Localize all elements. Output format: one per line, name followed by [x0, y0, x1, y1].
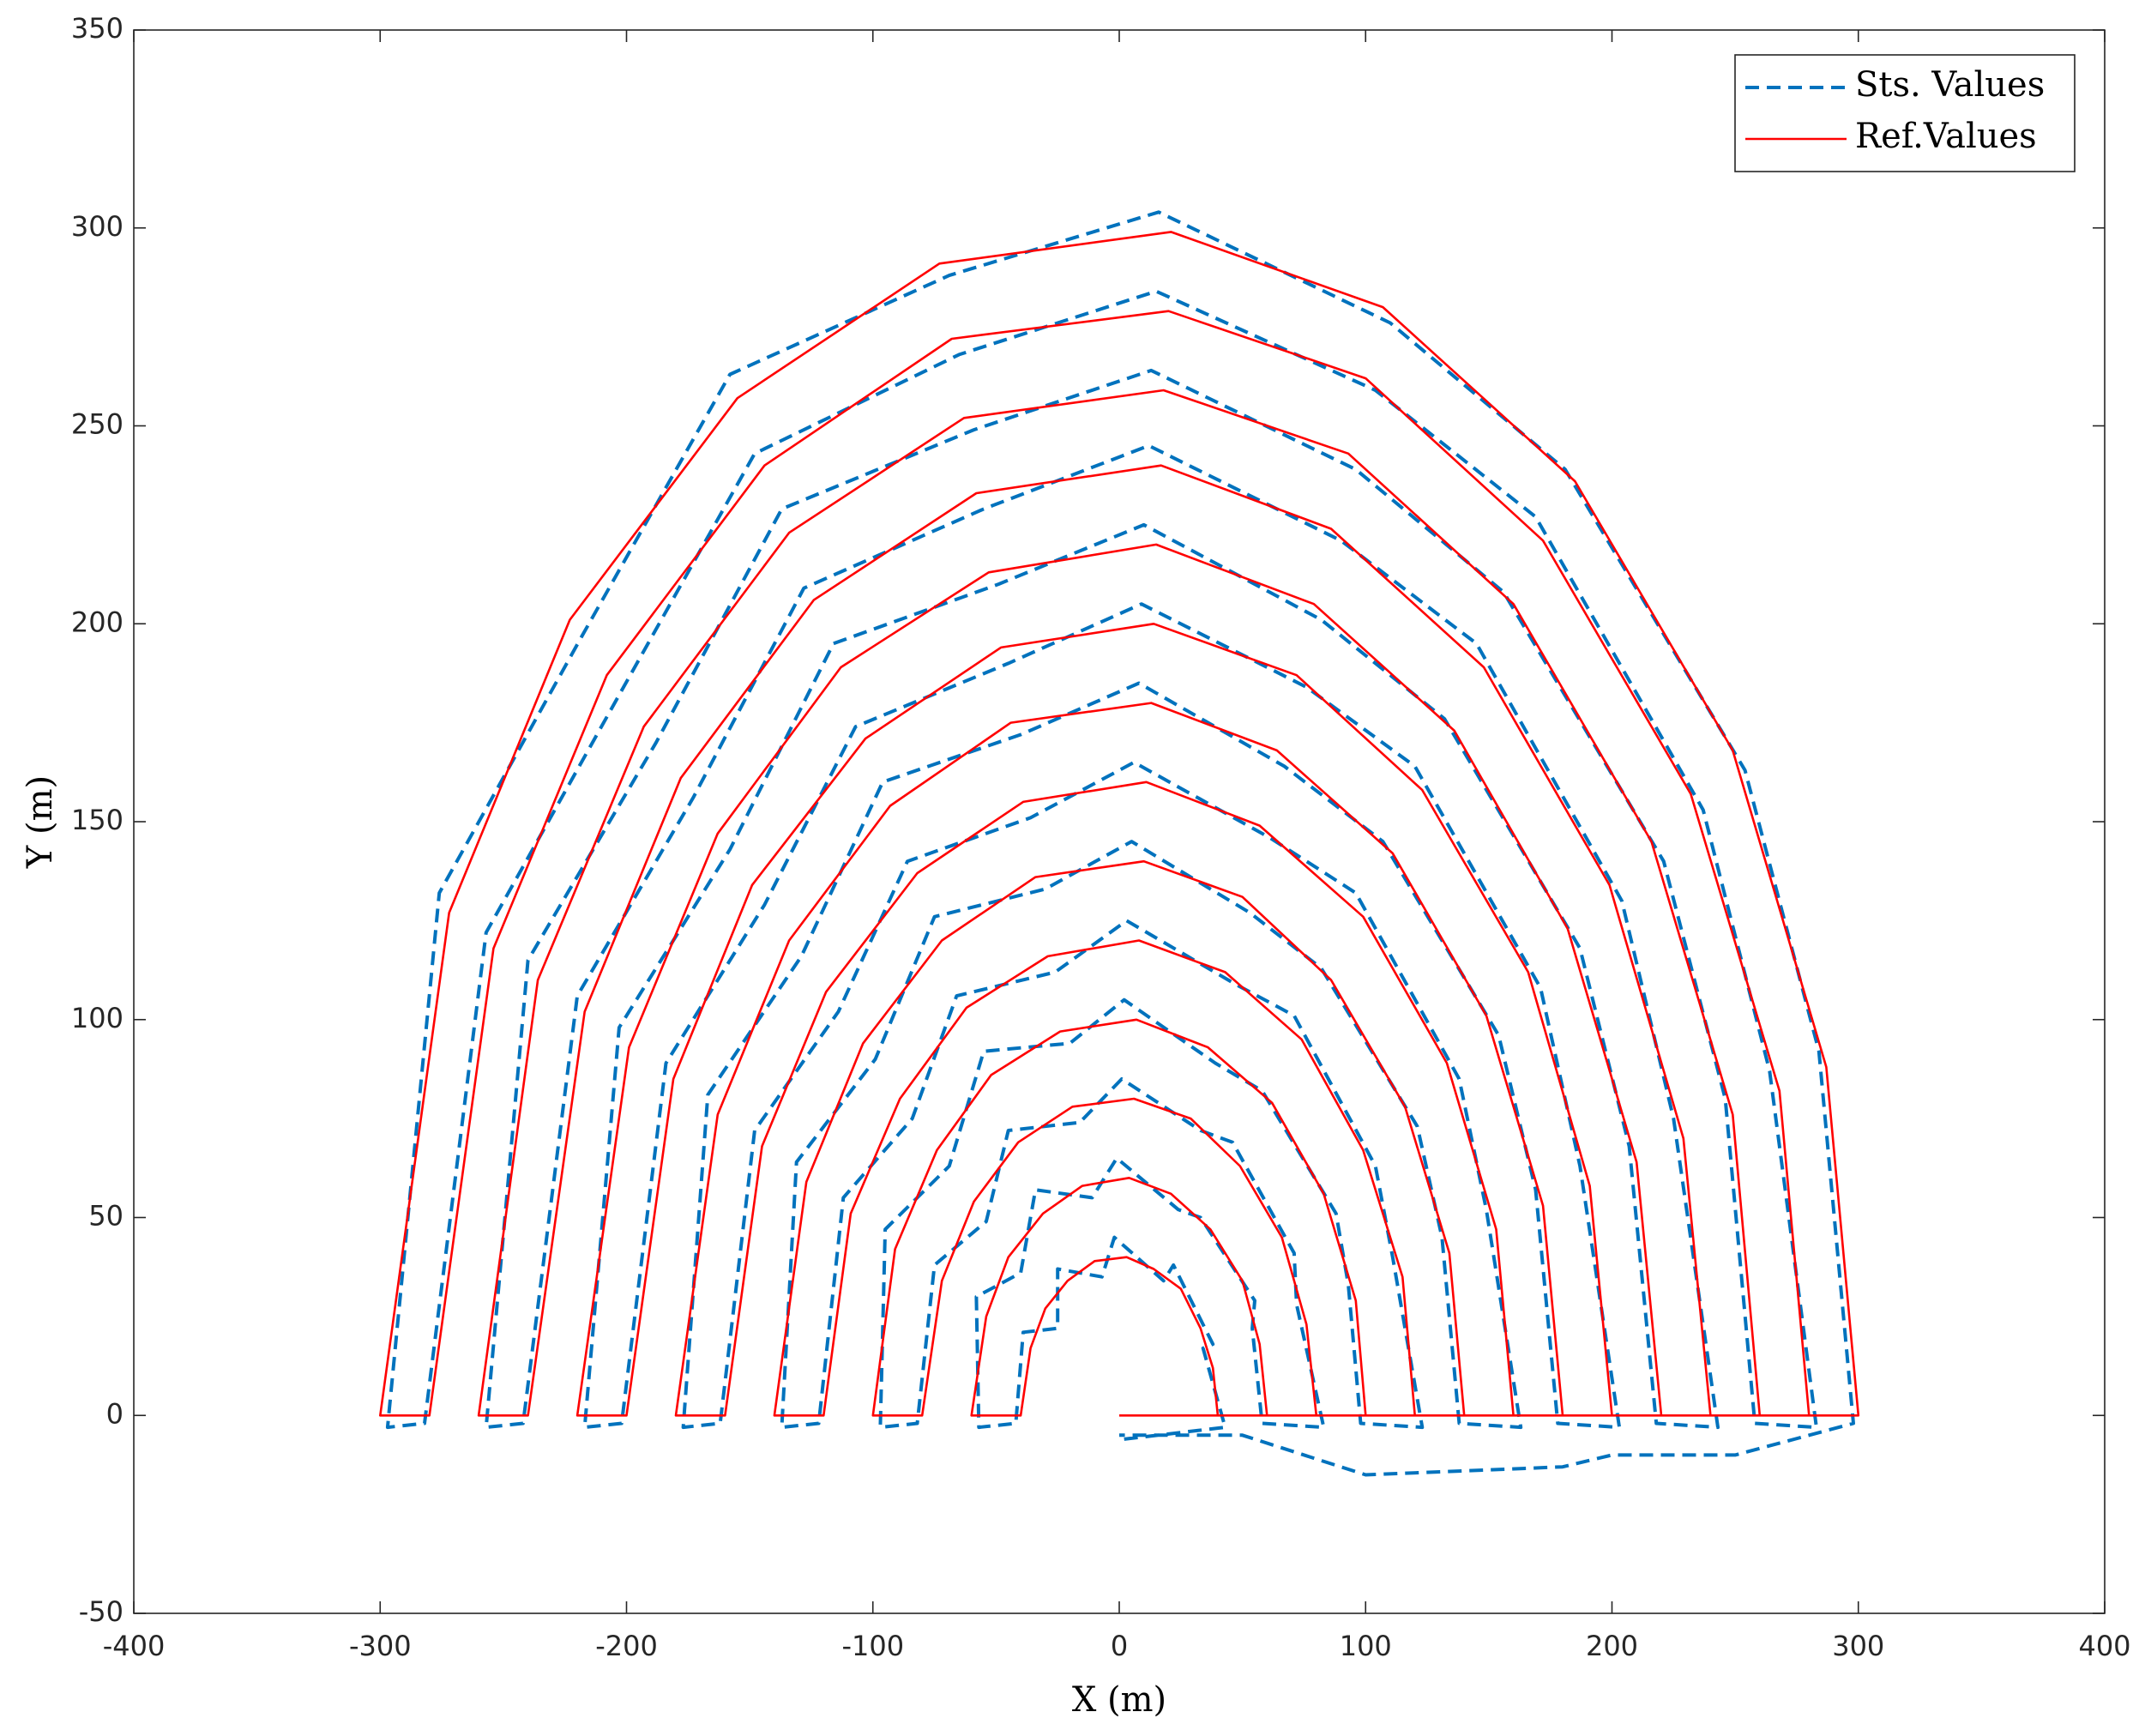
y-tick-label: 250 — [71, 408, 124, 441]
y-axis-label: Y (m) — [21, 775, 60, 869]
axes-box — [133, 29, 2106, 1614]
legend: Sts. Values Ref.Values — [1734, 54, 2076, 172]
y-tick-label: 200 — [71, 606, 124, 638]
y-tick-label: 50 — [88, 1200, 124, 1233]
y-tick-label: 100 — [71, 1002, 124, 1034]
legend-box — [1734, 54, 2076, 172]
x-tick-label: 100 — [1340, 1630, 1392, 1662]
y-tick-label: 350 — [71, 12, 124, 45]
x-tick-label: -200 — [595, 1630, 658, 1662]
y-tick-label: 300 — [71, 210, 124, 243]
x-tick-label: -100 — [841, 1630, 904, 1662]
x-tick-label: 400 — [2078, 1630, 2130, 1662]
x-tick-label: 200 — [1586, 1630, 1638, 1662]
x-axis-label: X (m) — [1072, 1680, 1166, 1720]
y-tick-label: 0 — [106, 1397, 124, 1430]
y-tick-label: -50 — [79, 1595, 124, 1628]
y-tick-label: 150 — [71, 804, 124, 836]
series-line — [379, 231, 1860, 1417]
x-tick-label: -400 — [103, 1630, 166, 1662]
series-line — [385, 210, 1855, 1477]
legend-label: Sts. Values — [1855, 65, 2045, 105]
x-tick-label: -300 — [349, 1630, 412, 1662]
legend-label: Ref.Values — [1855, 117, 2037, 156]
x-tick-label: 300 — [1832, 1630, 1884, 1662]
x-tick-label: 0 — [1111, 1630, 1128, 1662]
